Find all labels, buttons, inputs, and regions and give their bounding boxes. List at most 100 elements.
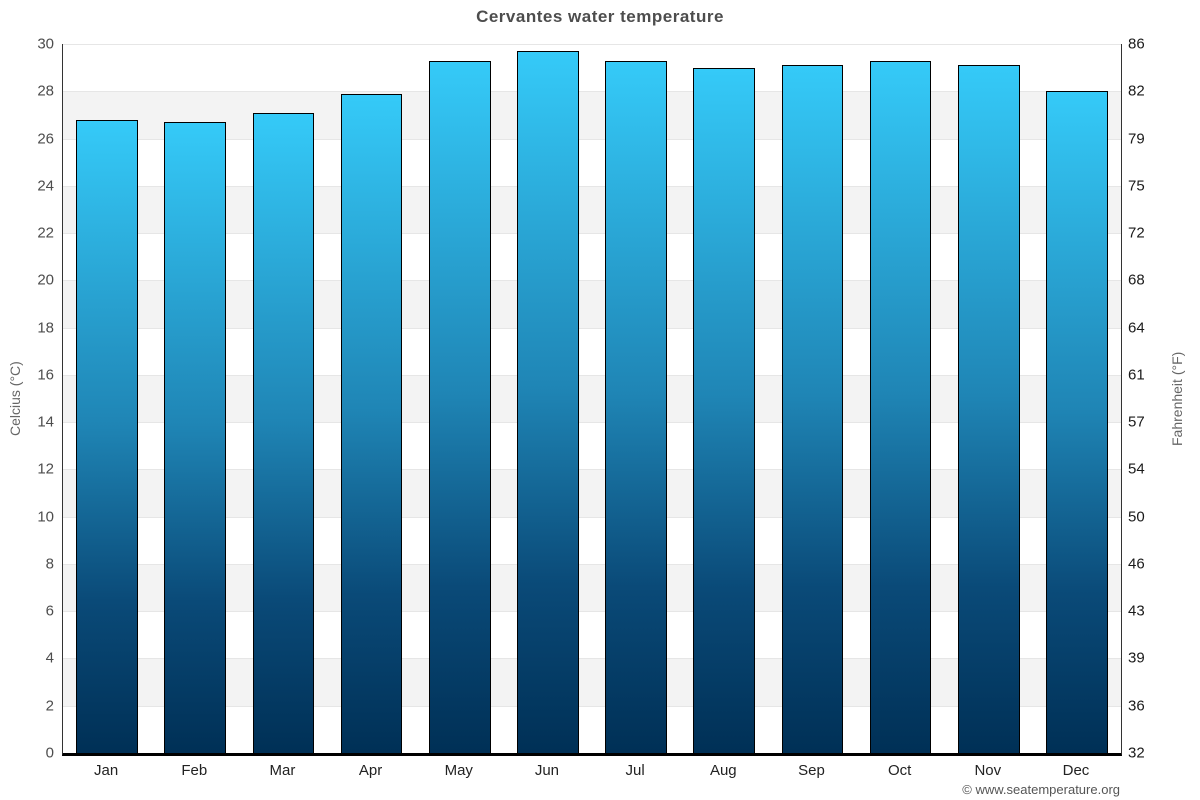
alternating-bands <box>63 44 1121 753</box>
y-tick-fahrenheit-43: 43 <box>1128 602 1145 620</box>
bar-slot-may <box>416 44 504 753</box>
gridline <box>63 658 1121 660</box>
y-tick-celsius-24: 24 <box>37 177 54 195</box>
gridline <box>63 705 1121 707</box>
gridline <box>63 469 1121 471</box>
y-tick-celsius-22: 22 <box>37 224 54 242</box>
bar-oct[interactable] <box>869 60 932 753</box>
y-tick-fahrenheit-82: 82 <box>1128 82 1145 100</box>
x-label-may: May <box>444 762 473 779</box>
gridline <box>63 516 1121 518</box>
y-tick-celsius-30: 30 <box>37 35 54 53</box>
bar-slot-sep <box>768 44 856 753</box>
bar-mar[interactable] <box>252 112 315 753</box>
bar-may[interactable] <box>428 60 491 753</box>
band <box>63 563 1121 612</box>
y-tick-fahrenheit-57: 57 <box>1128 413 1145 431</box>
band <box>63 91 1121 139</box>
bar-series <box>63 44 1121 753</box>
y-tick-fahrenheit-54: 54 <box>1128 460 1145 478</box>
celsius-tick-labels: 30 28 26 24 22 20 18 16 14 12 10 8 6 4 2 0 <box>0 37 54 761</box>
x-label-aug: Aug <box>709 762 737 779</box>
bar-slot-mar <box>239 44 327 753</box>
y-tick-celsius-26: 26 <box>37 130 54 148</box>
y-tick-fahrenheit-86: 86 <box>1128 35 1145 53</box>
y-tick-fahrenheit-46: 46 <box>1128 555 1145 573</box>
band <box>63 658 1121 706</box>
chart-title: Cervantes water temperature <box>476 7 724 26</box>
bar-sep[interactable] <box>781 65 844 753</box>
gridline <box>63 91 1121 93</box>
y-tick-celsius-20: 20 <box>37 271 54 289</box>
gridline <box>63 185 1121 187</box>
x-label-jan: Jan <box>93 762 119 779</box>
bar-slot-oct <box>857 44 945 753</box>
y-tick-celsius-10: 10 <box>37 508 54 526</box>
gridline <box>63 422 1121 424</box>
bar-feb[interactable] <box>164 122 227 753</box>
y-tick-celsius-6: 6 <box>45 602 54 620</box>
bar-jul[interactable] <box>605 60 667 753</box>
x-label-oct: Oct <box>887 762 912 779</box>
band <box>63 611 1121 659</box>
y-tick-celsius-18: 18 <box>37 319 54 337</box>
y-tick-fahrenheit-75: 75 <box>1128 177 1145 195</box>
x-label-jun: Jun <box>534 762 560 779</box>
y-tick-fahrenheit-79: 79 <box>1128 130 1145 148</box>
bar-aug[interactable] <box>693 67 756 753</box>
bar-dec[interactable] <box>1046 91 1108 753</box>
y-tick-celsius-28: 28 <box>37 82 54 100</box>
y-tick-fahrenheit-50: 50 <box>1128 508 1145 526</box>
y-tick-celsius-14: 14 <box>37 413 54 431</box>
y-tick-fahrenheit-64: 64 <box>1128 319 1145 337</box>
gridlines <box>63 44 1121 753</box>
gridline <box>63 611 1121 613</box>
plot-area <box>62 44 1122 756</box>
bar-slot-dec <box>1033 44 1121 753</box>
band <box>63 422 1121 470</box>
fahrenheit-tick-labels: 86 82 79 75 72 68 64 61 57 54 50 46 43 39 36 32 <box>1128 37 1188 761</box>
gridline <box>63 233 1121 235</box>
y-tick-celsius-2: 2 <box>45 697 54 715</box>
band <box>63 469 1121 517</box>
y-tick-celsius-4: 4 <box>45 649 54 667</box>
bar-slot-nov <box>945 44 1033 753</box>
gridline <box>63 327 1121 329</box>
bar-jan[interactable] <box>76 119 138 753</box>
gridline <box>63 138 1121 140</box>
y-tick-celsius-8: 8 <box>45 555 54 573</box>
gridline <box>63 280 1121 282</box>
month-axis-labels: Jan Feb Mar Apr May Jun Jul Aug Sep Oct Nov Dec <box>62 762 1120 779</box>
bar-jun[interactable] <box>517 51 579 753</box>
bar-slot-feb <box>151 44 239 753</box>
bar-slot-aug <box>680 44 768 753</box>
bar-apr[interactable] <box>340 93 403 753</box>
bar-slot-jan <box>63 44 151 753</box>
band <box>63 374 1121 423</box>
x-label-feb: Feb <box>181 762 208 779</box>
bar-nov[interactable] <box>957 65 1020 753</box>
gridline <box>63 44 1121 45</box>
y-tick-fahrenheit-68: 68 <box>1128 271 1145 289</box>
y-tick-fahrenheit-32: 32 <box>1128 744 1145 762</box>
y-tick-celsius-12: 12 <box>37 460 54 478</box>
gridline <box>63 374 1121 376</box>
band <box>63 327 1121 375</box>
band <box>63 280 1121 328</box>
y-tick-fahrenheit-72: 72 <box>1128 224 1145 242</box>
x-label-dec: Dec <box>1062 762 1090 779</box>
x-label-mar: Mar <box>269 762 296 779</box>
band <box>63 233 1121 281</box>
y-tick-fahrenheit-39: 39 <box>1128 649 1145 667</box>
x-label-sep: Sep <box>798 762 825 779</box>
x-label-apr: Apr <box>358 762 383 779</box>
band <box>63 516 1121 564</box>
y-tick-fahrenheit-61: 61 <box>1128 366 1145 384</box>
band <box>63 138 1121 186</box>
x-label-jul: Jul <box>625 762 645 779</box>
bar-slot-jun <box>504 44 592 753</box>
copyright-link[interactable]: © www.seatemperature.org <box>962 782 1120 797</box>
y-tick-celsius-16: 16 <box>37 366 54 384</box>
band <box>63 185 1121 234</box>
